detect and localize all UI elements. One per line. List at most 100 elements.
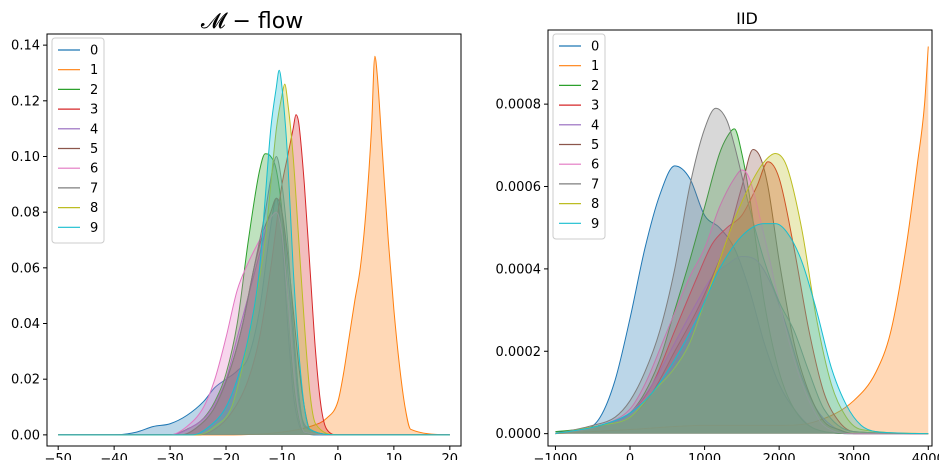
legend-label-1: 1 [591, 59, 599, 74]
series-5-area [58, 198, 450, 435]
axes-frame [46, 33, 462, 447]
series-9 [555, 223, 929, 435]
series-7 [58, 155, 450, 436]
series-0-area [58, 198, 450, 435]
legend-label-3: 3 [591, 99, 599, 114]
series-1 [555, 46, 929, 435]
x-tick-label: 0 [334, 452, 342, 460]
series-6-line [58, 211, 450, 436]
series-6-area [58, 212, 450, 435]
series-7-line [555, 107, 929, 435]
legend-label-7: 7 [591, 177, 599, 192]
series-3 [58, 114, 450, 436]
x-tick-label: 10 [386, 452, 403, 460]
y-tick-label: 0.00 [11, 428, 40, 443]
x-tick-label: −40 [100, 452, 127, 460]
series-9-line [555, 223, 929, 435]
legend-label-9: 9 [591, 217, 599, 232]
y-tick-label: 0.10 [11, 150, 40, 165]
x-tick-label: 3000 [837, 452, 870, 460]
series-7-line [58, 155, 450, 436]
series-9-line [58, 69, 450, 436]
series-2-area [58, 153, 450, 435]
series-4-area [555, 256, 929, 434]
x-tick-label: −20 [212, 452, 239, 460]
y-tick-label: 0.04 [11, 317, 40, 332]
series-6 [58, 211, 450, 436]
y-tick-label: 0.0002 [496, 345, 542, 360]
series-6 [555, 169, 929, 435]
series-1-line [555, 46, 929, 435]
series-9-area [555, 223, 929, 434]
series-6-area [555, 170, 929, 434]
y-tick-label: 0.14 [11, 39, 40, 54]
legend: 0 1 2 3 4 5 6 7 8 9 [51, 37, 105, 244]
y-tick-label: 0.0008 [496, 98, 542, 113]
series-2-area [555, 128, 929, 434]
y-tick-label: 0.0004 [496, 262, 542, 277]
series-3-area [555, 161, 929, 434]
series-4-area [58, 198, 450, 435]
x-tick-label: −50 [44, 452, 71, 460]
chart-m-flow: −50 −40 −30 −20 −10 0 10 200.000.020.040.060.08… [11, 9, 462, 460]
series-1-line [58, 55, 450, 436]
legend-label-9: 9 [90, 221, 98, 236]
y-tick-label: 0.12 [11, 94, 40, 109]
legend-label-7: 7 [90, 181, 98, 196]
series-7 [555, 107, 929, 435]
y-tick-label: 0.0000 [496, 427, 542, 442]
x-tick-label: −30 [156, 452, 183, 460]
x-tick-label: −10 [268, 452, 295, 460]
series-1-area [58, 56, 450, 435]
x-tick-label: −1000 [533, 452, 577, 460]
chart-title: IID [736, 9, 758, 28]
legend-label-8: 8 [90, 201, 98, 216]
legend-label-6: 6 [90, 162, 98, 177]
legend-label-0: 0 [90, 44, 98, 59]
legend-label-4: 4 [591, 118, 599, 133]
series-8-line [58, 83, 450, 436]
series-9 [58, 69, 450, 436]
series-4 [555, 256, 929, 435]
series-8 [58, 83, 450, 436]
x-tick-label: 2000 [763, 452, 796, 460]
y-tick-label: 0.02 [11, 373, 40, 388]
series-8-area [58, 84, 450, 435]
legend-label-4: 4 [90, 122, 98, 137]
legend-label-3: 3 [90, 103, 98, 118]
series-3-line [58, 114, 450, 436]
series-5-area [555, 149, 929, 434]
axes-frame [547, 29, 933, 447]
series-9-area [58, 70, 450, 435]
y-tick-label: 0.0006 [496, 180, 542, 195]
series-1 [58, 55, 450, 436]
legend-label-2: 2 [90, 83, 98, 98]
legend: 0 1 2 3 4 5 6 7 8 9 [552, 33, 606, 240]
x-tick-label: 1000 [688, 452, 721, 460]
series-0-area [555, 165, 929, 434]
legend-label-5: 5 [591, 138, 599, 153]
series-4-line [555, 256, 929, 435]
series-8-area [555, 153, 929, 434]
chart-title: 𝓜 − flow [201, 9, 303, 34]
plot-area [555, 46, 929, 435]
x-tick-label: 20 [442, 452, 459, 460]
y-tick-label: 0.06 [11, 261, 40, 276]
legend-label-2: 2 [591, 79, 599, 94]
legend-label-6: 6 [591, 158, 599, 173]
series-3-area [58, 114, 450, 435]
legend-label-8: 8 [591, 197, 599, 212]
legend-label-1: 1 [90, 63, 98, 78]
series-6-line [555, 169, 929, 435]
series-7-area [555, 108, 929, 434]
legend-label-0: 0 [591, 40, 599, 55]
series-1-area [555, 46, 929, 434]
x-tick-label: 0 [626, 452, 634, 460]
series-7-area [58, 156, 450, 435]
legend-label-5: 5 [90, 142, 98, 157]
y-tick-label: 0.08 [11, 206, 40, 221]
plot-area [58, 55, 450, 436]
